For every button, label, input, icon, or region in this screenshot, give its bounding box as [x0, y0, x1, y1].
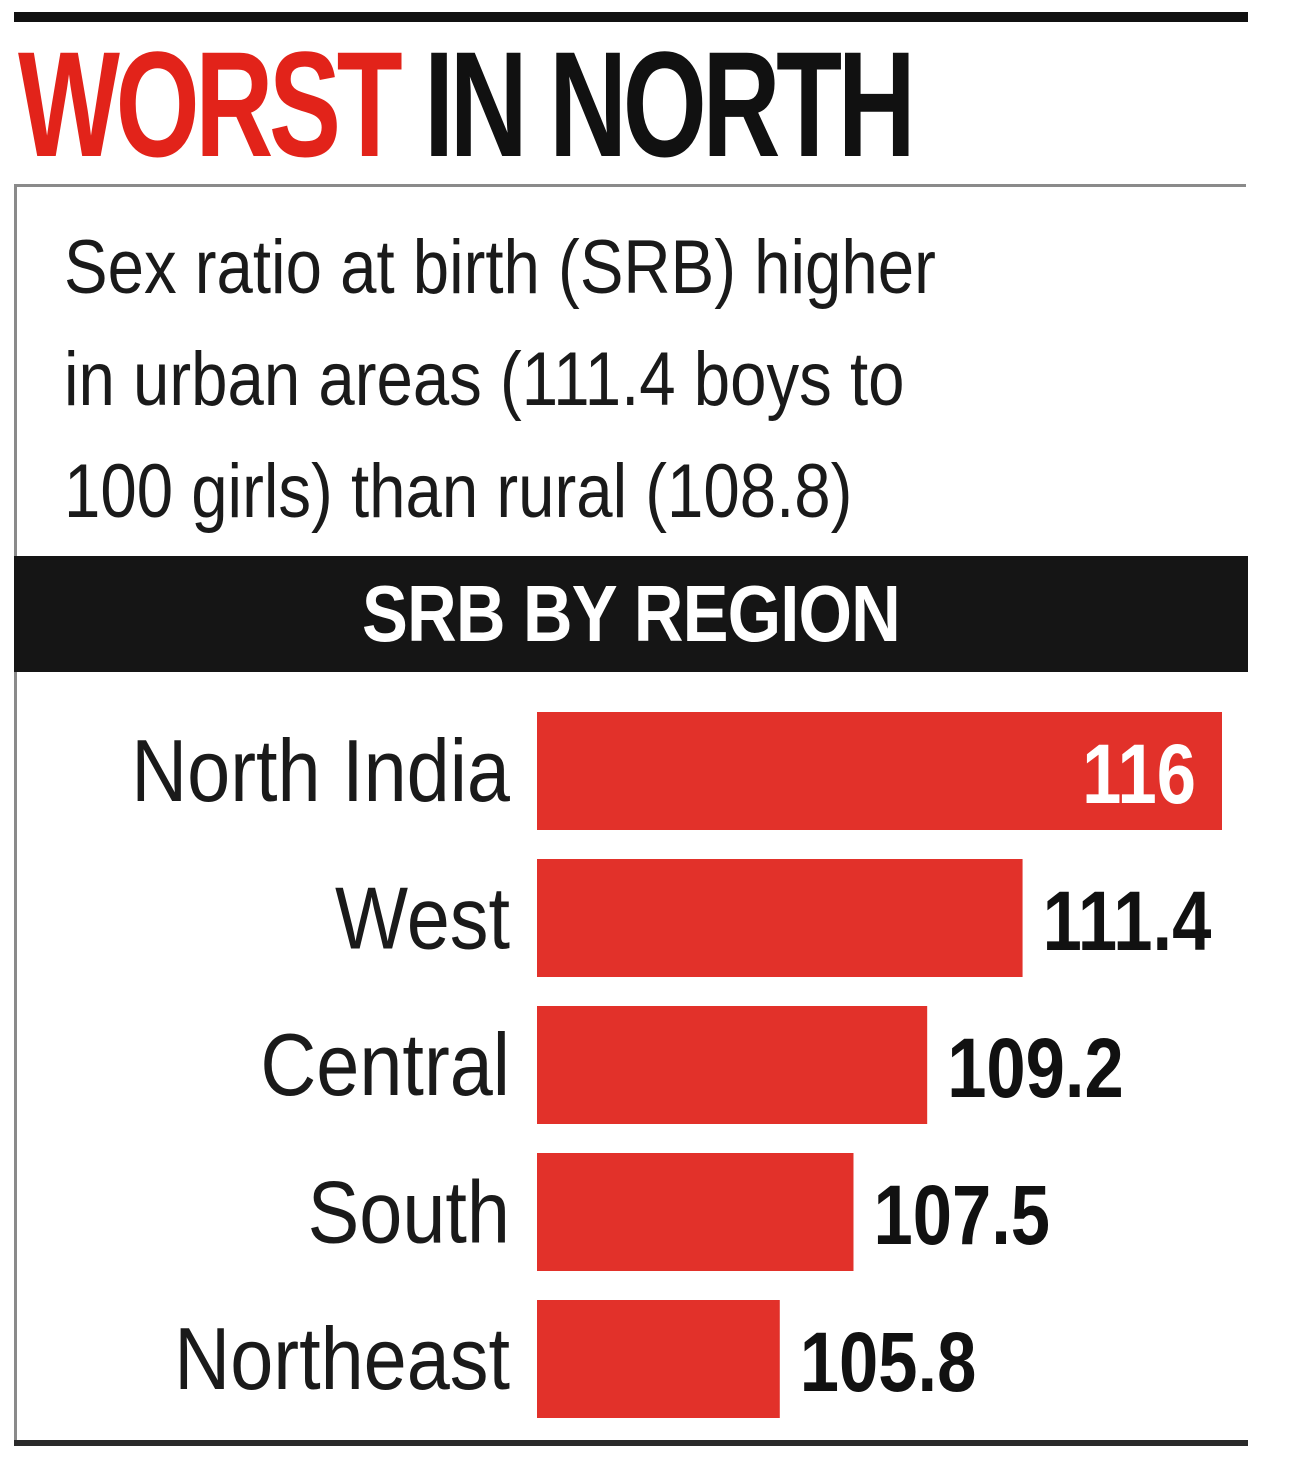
- bar-north-india: [537, 712, 1222, 830]
- subtitle: Sex ratio at birth (SRB) higher in urban…: [64, 212, 1224, 548]
- value-label: 109.2: [947, 1022, 1124, 1115]
- category-label: Central: [260, 1016, 510, 1115]
- category-label: West: [335, 869, 510, 968]
- section-header-bar: SRB BY REGION: [14, 556, 1248, 672]
- top-rule: [14, 12, 1248, 22]
- subtitle-line-2: in urban areas (111.4 boys to: [64, 337, 905, 422]
- value-label: 111.4: [1043, 875, 1212, 968]
- bar-south: [537, 1153, 854, 1271]
- value-label: 107.5: [873, 1169, 1050, 1262]
- bar-west: [537, 859, 1023, 977]
- bar-northeast: [537, 1300, 780, 1418]
- value-label: 116: [1082, 728, 1196, 821]
- chart-panel: [14, 184, 1246, 1446]
- headline-black-text: IN NORTH: [424, 20, 916, 188]
- section-title: SRB BY REGION: [361, 569, 901, 658]
- bottom-rule: [14, 1440, 1248, 1446]
- headline-red-text: WORST: [18, 20, 403, 188]
- subtitle-line-1: Sex ratio at birth (SRB) higher: [64, 225, 936, 310]
- subtitle-line-3: 100 girls) than rural (108.8): [64, 449, 853, 534]
- bar-central: [537, 1006, 928, 1124]
- category-label: South: [308, 1163, 510, 1262]
- value-label: 105.8: [800, 1316, 977, 1409]
- headline: WORST IN NORTH: [18, 29, 916, 179]
- category-label: Northeast: [174, 1310, 510, 1409]
- category-label: North India: [131, 722, 511, 821]
